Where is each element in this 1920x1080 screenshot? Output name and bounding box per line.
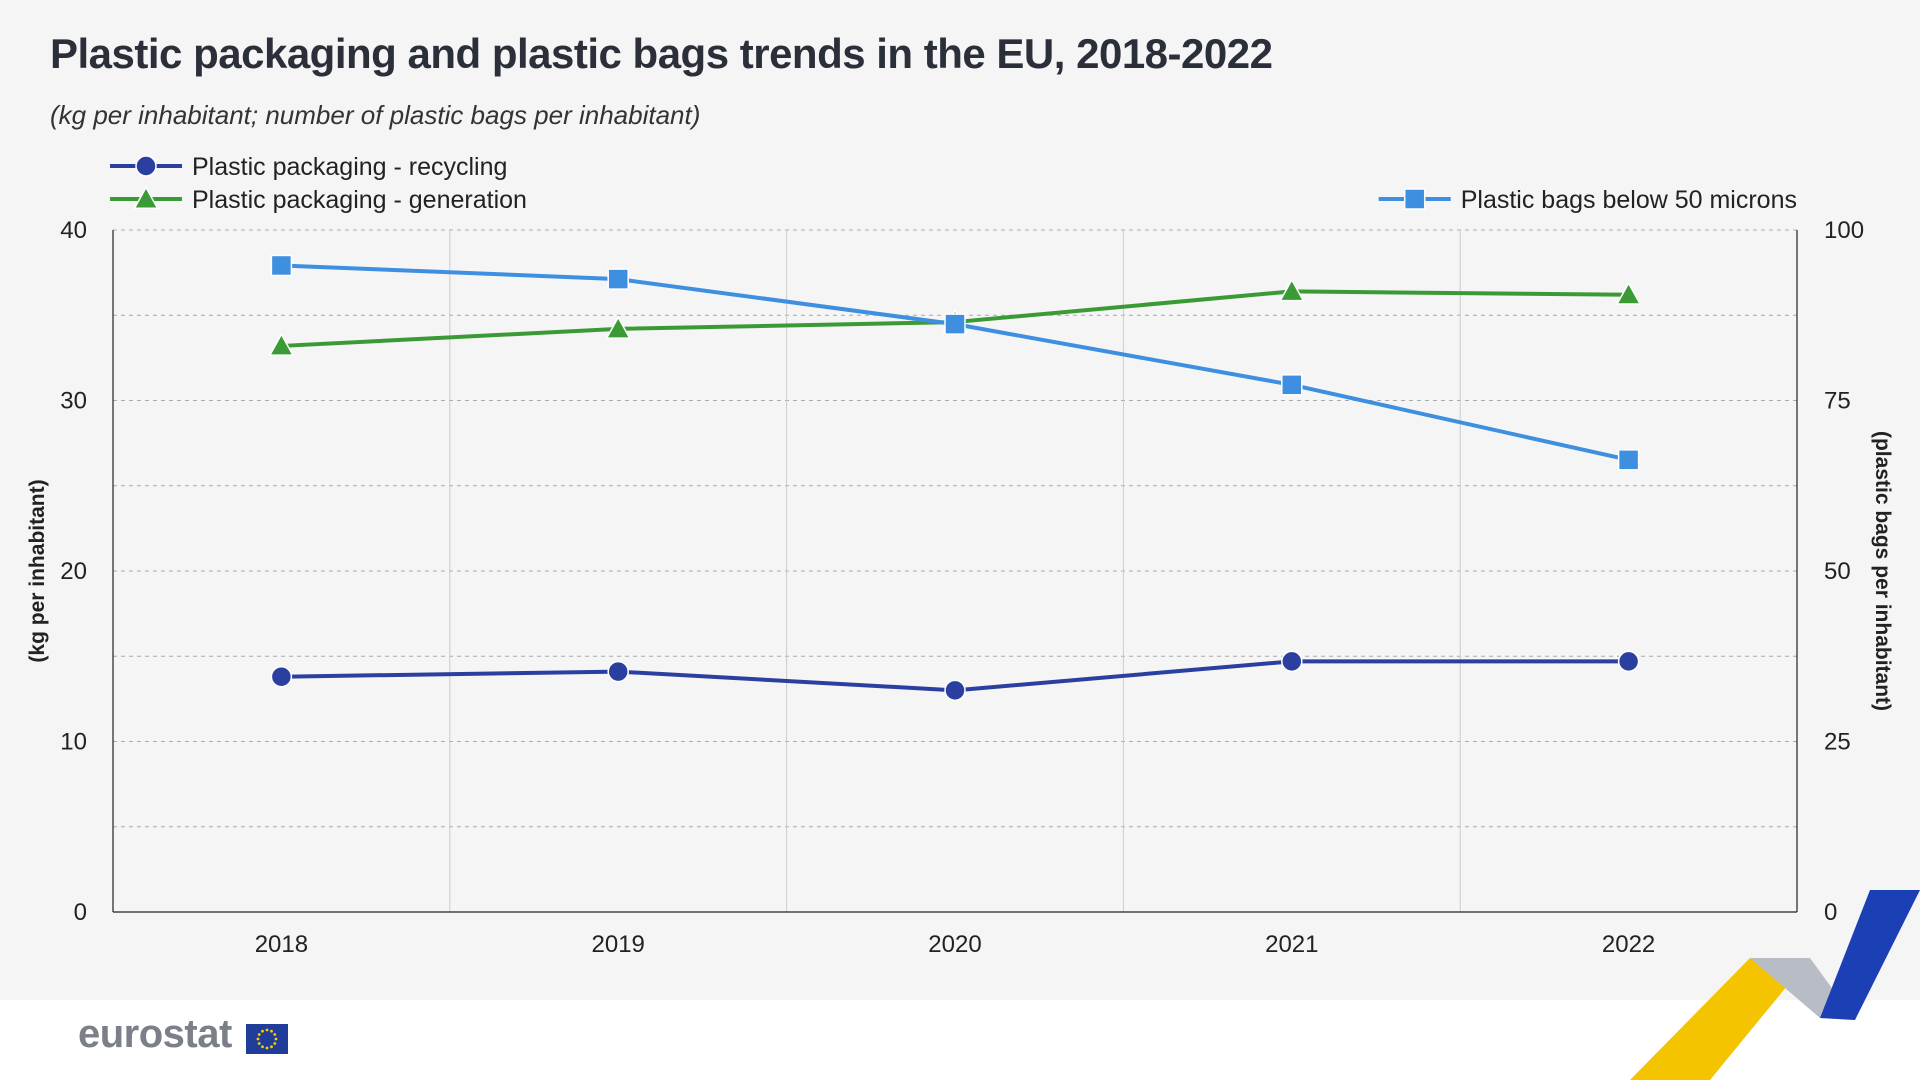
- y-right-tick-label: 50: [1824, 558, 1851, 585]
- y-right-tick-label: 25: [1824, 729, 1851, 756]
- data-point-square: [270, 254, 293, 277]
- eurostat-logo: eurostat: [78, 1012, 232, 1056]
- x-tick-label: 2021: [1265, 931, 1318, 958]
- y-left-tick-label: 30: [60, 388, 87, 415]
- data-point-circle: [1617, 650, 1640, 673]
- legend-item: Plastic bags below 50 microns: [1378, 186, 1797, 214]
- data-point-circle: [270, 665, 293, 688]
- y-left-tick-label: 20: [60, 558, 87, 585]
- y-left-tick-label: 10: [60, 729, 87, 756]
- chart-panel: [0, 0, 1920, 1000]
- y-right-axis-title: (plastic bags per inhabitant): [1871, 431, 1894, 711]
- legend-item: Plastic packaging - generation: [110, 185, 527, 214]
- data-point-square: [944, 313, 966, 335]
- data-point-triangle: [133, 185, 159, 209]
- data-point-square: [1617, 449, 1640, 471]
- data-point-triangle: [605, 315, 631, 339]
- x-tick-label: 2018: [255, 931, 308, 958]
- y-left-tick-label: 0: [74, 899, 87, 926]
- data-point-square: [1403, 188, 1426, 210]
- y-left-axis-title: (kg per inhabitant): [26, 479, 49, 662]
- data-point-circle: [135, 155, 157, 177]
- data-point-circle: [944, 679, 966, 702]
- data-point-circle: [1281, 650, 1303, 673]
- legend-item: Plastic packaging - recycling: [110, 153, 507, 181]
- data-point-square: [607, 268, 629, 290]
- axes: 0 10 20 30 40 0 25 50 75 100 2018 2019 2020 2021 2022 (…: [26, 217, 1894, 958]
- data-point-square: [1281, 374, 1303, 396]
- line-chart: 0 10 20 30 40 0 25 50 75 100 2018 2019 2020 2021 2022 (…: [26, 153, 1894, 958]
- legend-label: Plastic packaging - generation: [192, 186, 527, 214]
- y-right-tick-label: 100: [1824, 217, 1864, 244]
- data-point-circle: [607, 660, 629, 683]
- decorative-ribbon: [1630, 890, 1920, 1080]
- y-left-tick-label: 40: [60, 217, 87, 244]
- data-point-triangle: [268, 332, 295, 356]
- legend-label: Plastic packaging - recycling: [192, 153, 507, 181]
- series-lines: [268, 254, 1642, 702]
- x-tick-label: 2022: [1602, 931, 1655, 958]
- chart-subtitle: (kg per inhabitant; number of plastic ba…: [50, 100, 701, 130]
- y-right-tick-label: 0: [1824, 899, 1837, 926]
- legend: Plastic packaging - recycling Plastic pac…: [110, 153, 1797, 214]
- data-point-triangle: [1279, 278, 1305, 302]
- eu-flag-icon: [246, 1024, 288, 1054]
- grid-lines: [113, 229, 1797, 912]
- legend-label: Plastic bags below 50 microns: [1461, 186, 1797, 214]
- data-point-triangle: [1615, 281, 1642, 305]
- x-tick-label: 2019: [592, 931, 645, 958]
- y-right-tick-label: 75: [1824, 388, 1851, 415]
- chart-title: Plastic packaging and plastic bags trend…: [50, 30, 1273, 77]
- x-tick-label: 2020: [928, 931, 981, 958]
